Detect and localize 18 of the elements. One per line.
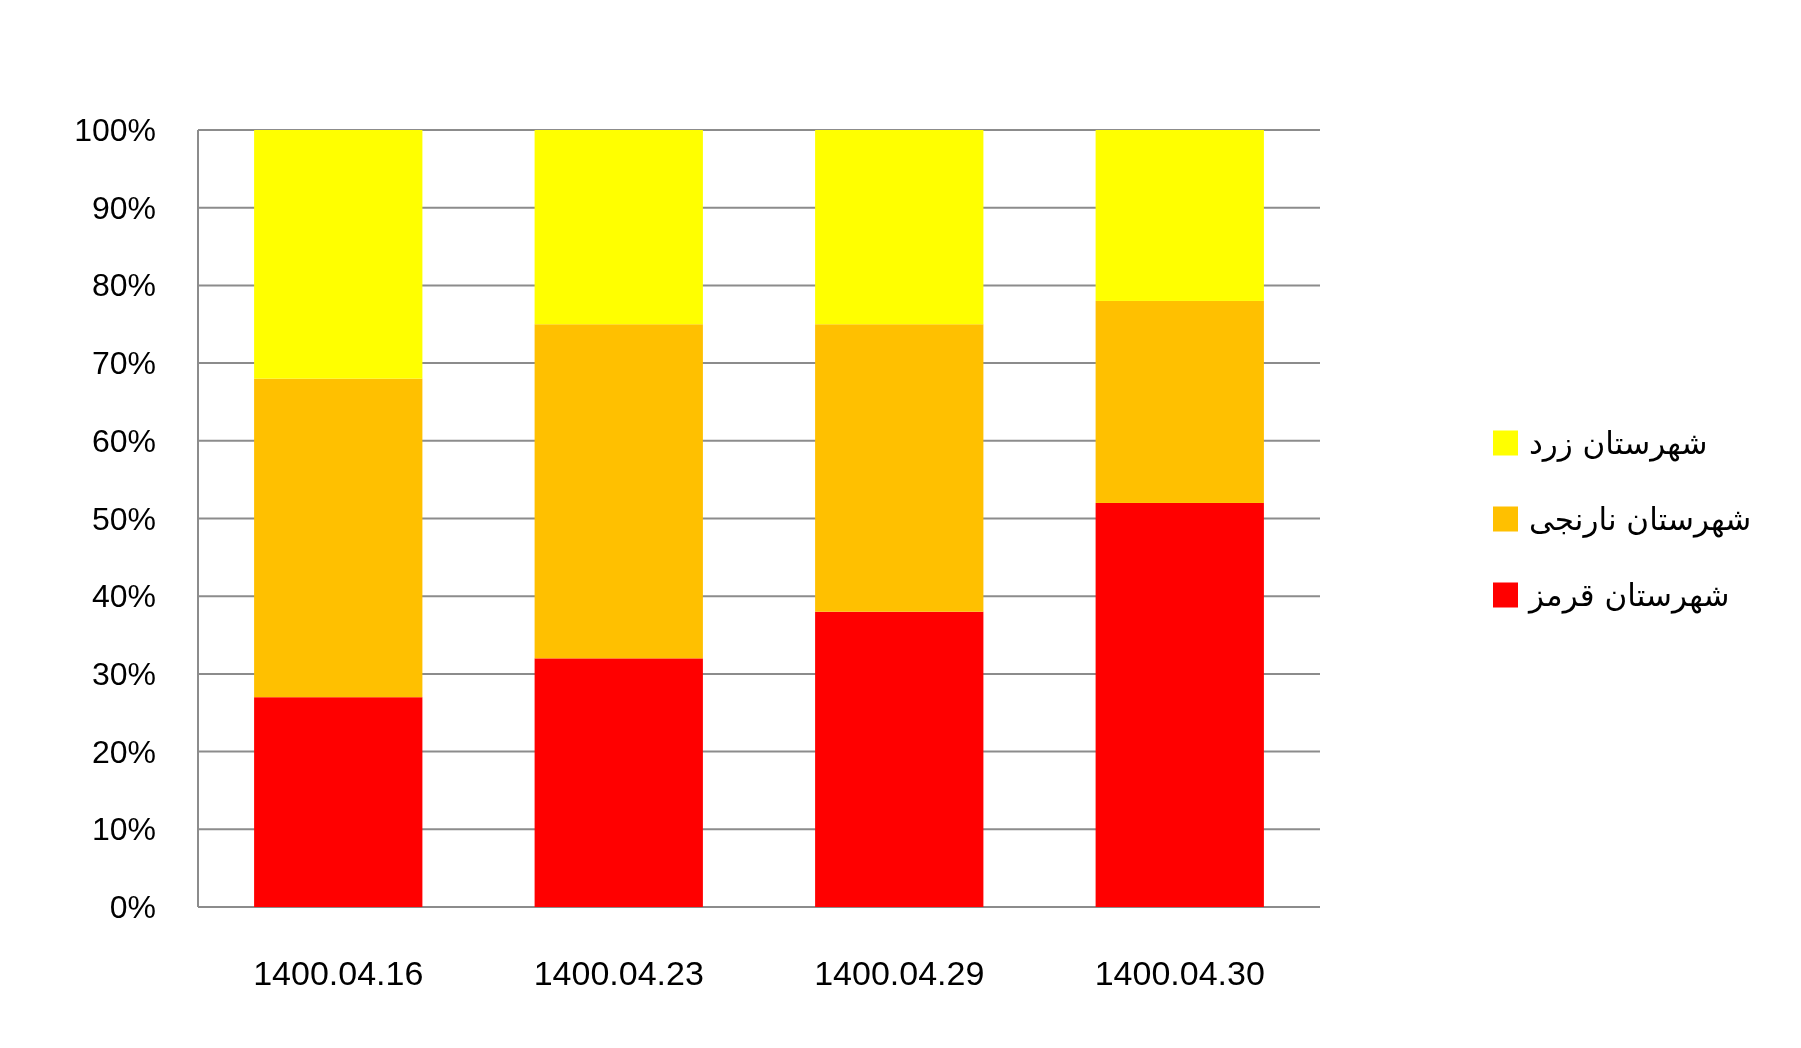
- x-tick-label: 1400.04.29: [814, 954, 985, 992]
- x-tick-label: 1400.04.30: [1094, 954, 1265, 992]
- legend-label: شهرستان زرد: [1529, 424, 1708, 461]
- y-tick-label: 20%: [91, 733, 156, 770]
- y-tick-label: 70%: [91, 345, 156, 382]
- x-tick-label: 1400.04.23: [533, 954, 704, 992]
- legend-label: شهرستان نارنجی: [1529, 500, 1752, 537]
- y-tick-label: 80%: [91, 267, 156, 304]
- y-tick-label: 100%: [74, 112, 156, 148]
- y-tick-label: 40%: [91, 578, 156, 615]
- legend-label: شهرستان قرمز: [1529, 576, 1730, 613]
- y-tick-label: 50%: [91, 500, 156, 537]
- y-tick-label: 0%: [109, 889, 156, 925]
- y-tick-label: 30%: [91, 655, 156, 692]
- y-tick-label: 90%: [91, 189, 156, 226]
- y-tick-label: 60%: [91, 422, 156, 459]
- x-tick-label: 1400.04.16: [253, 954, 424, 992]
- y-tick-label: 10%: [91, 811, 156, 848]
